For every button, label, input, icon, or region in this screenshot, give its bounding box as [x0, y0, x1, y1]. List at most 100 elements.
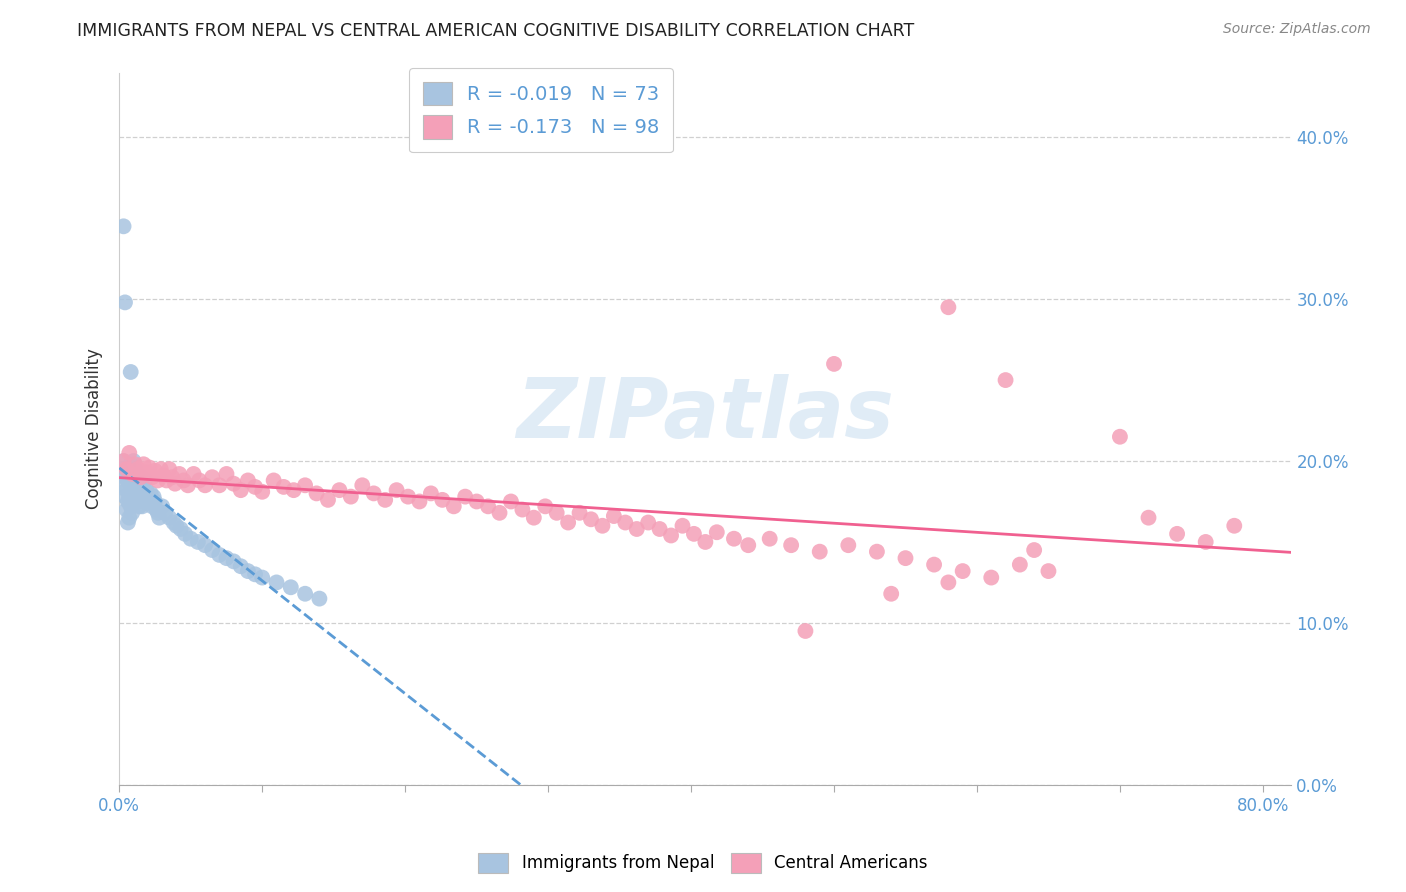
Point: [120, 478, 142, 492]
Point: [568, 506, 591, 520]
Point: [396, 490, 419, 504]
Point: [603, 509, 626, 524]
Point: [557, 516, 579, 530]
Point: [121, 467, 143, 481]
Point: [122, 474, 145, 488]
Point: [143, 464, 166, 478]
Point: [534, 500, 557, 514]
Point: [173, 474, 195, 488]
Point: [117, 516, 139, 530]
Point: [112, 454, 135, 468]
Point: [938, 300, 960, 314]
Point: [115, 462, 138, 476]
Point: [994, 373, 1017, 387]
Point: [794, 624, 817, 638]
Point: [432, 492, 454, 507]
Point: [695, 535, 717, 549]
Point: [124, 483, 146, 498]
Point: [512, 502, 534, 516]
Point: [138, 494, 160, 508]
Point: [659, 528, 682, 542]
Point: [114, 490, 136, 504]
Point: [122, 494, 145, 508]
Point: [124, 457, 146, 471]
Point: [142, 490, 165, 504]
Point: [132, 457, 155, 471]
Point: [222, 476, 245, 491]
Point: [112, 454, 135, 468]
Point: [363, 486, 385, 500]
Point: [148, 510, 170, 524]
Point: [141, 500, 163, 514]
Point: [114, 295, 136, 310]
Point: [922, 558, 945, 572]
Point: [160, 470, 183, 484]
Point: [938, 575, 960, 590]
Point: [121, 506, 143, 520]
Point: [823, 357, 845, 371]
Point: [129, 490, 152, 504]
Point: [614, 516, 637, 530]
Point: [152, 468, 174, 483]
Point: [125, 490, 148, 504]
Point: [194, 538, 217, 552]
Point: [132, 486, 155, 500]
Text: ZIPatlas: ZIPatlas: [516, 374, 894, 455]
Legend: R = -0.019   N = 73, R = -0.173   N = 98: R = -0.019 N = 73, R = -0.173 N = 98: [409, 68, 673, 153]
Point: [252, 484, 274, 499]
Point: [385, 483, 408, 498]
Point: [308, 591, 330, 606]
Point: [187, 535, 209, 549]
Point: [294, 478, 316, 492]
Point: [127, 462, 149, 476]
Point: [626, 522, 648, 536]
Point: [1008, 558, 1031, 572]
Point: [169, 467, 191, 481]
Point: [340, 490, 363, 504]
Point: [808, 544, 831, 558]
Point: [866, 544, 889, 558]
Point: [115, 462, 138, 476]
Point: [117, 494, 139, 508]
Point: [129, 470, 152, 484]
Point: [118, 490, 141, 504]
Point: [499, 494, 522, 508]
Point: [488, 506, 510, 520]
Point: [443, 500, 465, 514]
Point: [419, 486, 441, 500]
Point: [236, 474, 259, 488]
Point: [138, 460, 160, 475]
Point: [117, 474, 139, 488]
Point: [157, 510, 180, 524]
Point: [1166, 526, 1188, 541]
Point: [1223, 518, 1246, 533]
Point: [215, 551, 238, 566]
Point: [328, 483, 350, 498]
Point: [465, 494, 488, 508]
Point: [121, 467, 143, 481]
Point: [174, 526, 197, 541]
Point: [121, 486, 143, 500]
Point: [150, 500, 173, 514]
Point: [114, 470, 136, 484]
Point: [143, 494, 166, 508]
Point: [671, 518, 693, 533]
Point: [122, 454, 145, 468]
Point: [316, 492, 339, 507]
Point: [229, 483, 252, 498]
Point: [153, 506, 176, 520]
Point: [236, 564, 259, 578]
Point: [229, 559, 252, 574]
Point: [165, 518, 187, 533]
Point: [477, 500, 499, 514]
Point: [243, 567, 266, 582]
Point: [146, 474, 169, 488]
Point: [352, 478, 374, 492]
Point: [305, 486, 328, 500]
Point: [127, 494, 149, 508]
Point: [125, 467, 148, 481]
Point: [157, 462, 180, 476]
Point: [135, 466, 157, 480]
Point: [115, 502, 138, 516]
Point: [294, 587, 316, 601]
